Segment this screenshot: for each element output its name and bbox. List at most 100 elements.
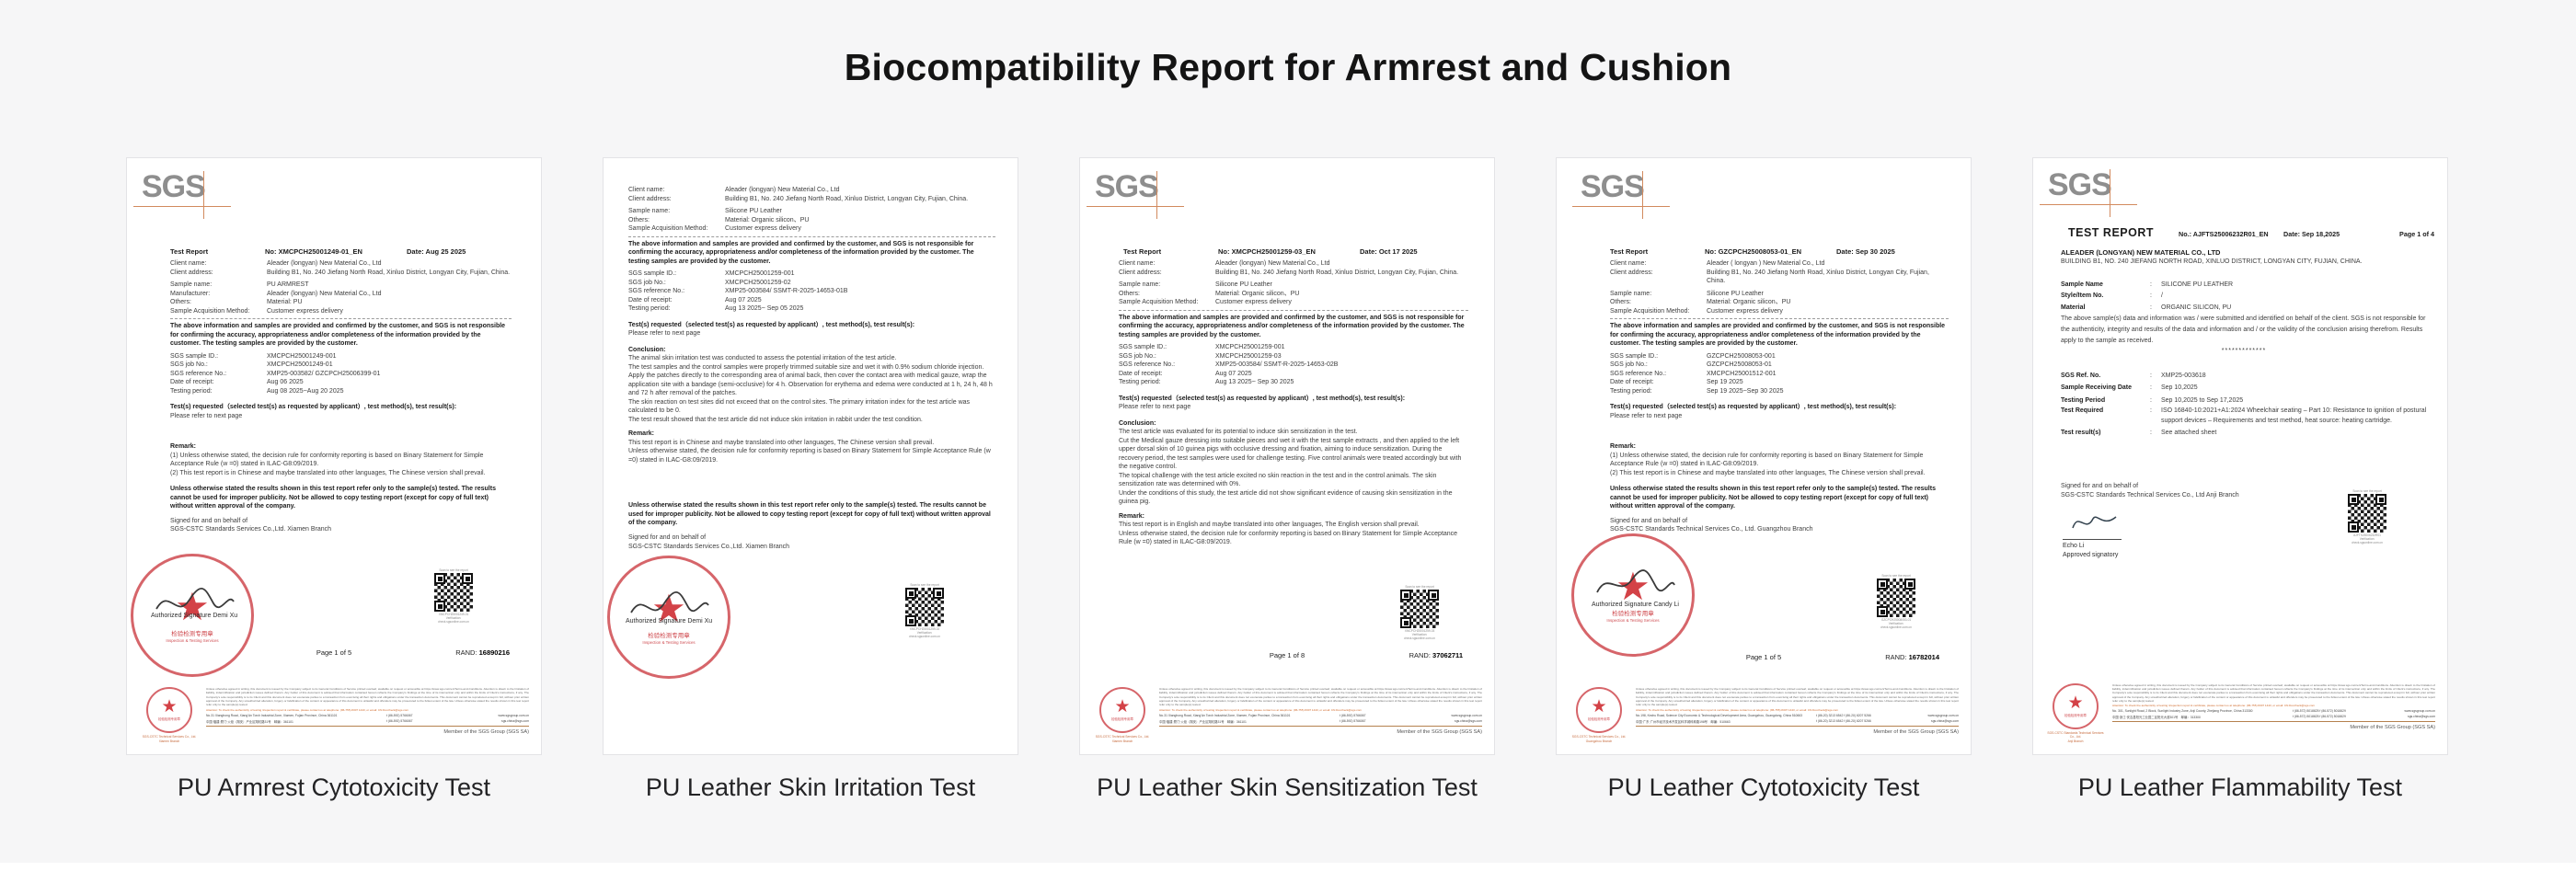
- test-required-value: ISO 16840-10:2021+A1:2024 Wheelchair sea…: [2161, 407, 2427, 424]
- report-no: No: XMCPCH25001259-03_EN: [1218, 247, 1316, 256]
- signature-line: [2063, 539, 2122, 540]
- sgs-logo: SGS: [1087, 171, 1184, 219]
- caption-skin-irritation: PU Leather Skin Irritation Test: [645, 774, 976, 801]
- report-no: No: XMCPCH25001249-01_EN: [265, 247, 362, 256]
- caption-armrest-cytotoxicity: PU Armrest Cytotoxicity Test: [177, 774, 491, 801]
- member-line: Member of the SGS Group (SGS SA): [2350, 725, 2435, 731]
- qr-block: Scan to see the report GZCPCH25008053-01…: [1869, 574, 1923, 630]
- sgs-logo: SGS: [2040, 169, 2137, 217]
- footer-stamp: ★ 检验检测专用章: [146, 687, 192, 734]
- customer-disclaimer: The above information and samples are pr…: [170, 323, 506, 348]
- qr-block: Scan to see the report AJFTS25006232R01 …: [2340, 489, 2394, 545]
- qr-code: [2348, 494, 2386, 533]
- footer-legal: Unless otherwise agreed in writing, this…: [206, 687, 529, 707]
- report-body: Client name: Aleader (longyan) New Materi…: [628, 186, 995, 576]
- results-notice: Unless otherwise stated the results show…: [628, 502, 991, 527]
- qr-number: XMCPCH25001259-02: [909, 627, 940, 632]
- tests-requested-value: Please refer to next page: [628, 330, 701, 338]
- rand-number: 16782014: [1908, 653, 1939, 661]
- divider: [1119, 309, 1468, 311]
- caption-leather-cytotoxicity: PU Leather Cytotoxicity Test: [1607, 774, 1920, 801]
- signature-block: Signed for and on behalf of SGS-CSTC Sta…: [2061, 482, 2427, 565]
- qr-number: AJFTS25006232R01: [2353, 533, 2381, 538]
- report-date: Date: Sep 18,2025: [2283, 230, 2340, 238]
- qr-code: [1877, 579, 1915, 618]
- divider: [1610, 318, 1949, 320]
- report-no: No: GZCPCH25008053-01_EN: [1705, 247, 1802, 256]
- qr-block: Scan to see the report XMCPCH25001259-03…: [1393, 585, 1446, 641]
- tests-requested-label: Test(s) requested（selected test(s) as re…: [628, 321, 915, 328]
- signed-company: SGS-CSTC Standards Services Co.,Ltd. Xia…: [170, 526, 332, 533]
- member-line: Member of the SGS Group (SGS SA): [443, 728, 529, 735]
- report-footer: ★ 检验检测专用章 SGS-CSTC Technical Services Co.…: [1095, 687, 1482, 743]
- page-title: Biocompatibility Report for Armrest and …: [844, 46, 1732, 88]
- handwritten-signature: [630, 591, 709, 613]
- footer-stamp: ★ 检验检测专用章: [1099, 687, 1145, 734]
- footer-attention: Attention: To check the authenticity of …: [206, 707, 408, 712]
- report-date: Date: Oct 17 2025: [1360, 247, 1418, 256]
- report-footer: ★ 检验检测专用章 SGS-CSTC Standards Technical Se…: [2047, 682, 2435, 743]
- qr-number: XMCPCH25001259-03: [1404, 629, 1435, 634]
- footer-legal: Unless otherwise agreed in writing, this…: [1636, 687, 1959, 707]
- sgs-logo: SGS: [1572, 171, 1670, 219]
- qr-number: GZCPCH25008053-01: [1880, 618, 1912, 623]
- tests-requested-label: Test(s) requested（selected test(s) as re…: [1119, 395, 1406, 402]
- authorized-signature-line: Authorized Signature Demi Xu: [626, 618, 713, 625]
- tests-requested-value: Please refer to next page: [1119, 404, 1191, 411]
- report-header: Test Report No: GZCPCH25008053-01_EN Dat…: [1610, 247, 1945, 256]
- footer-legal: Unless otherwise agreed in writing, this…: [1159, 687, 1482, 707]
- tests-requested-value: Please refer to next page: [170, 412, 243, 419]
- footer-stamp: ★ 检验检测专用章: [1576, 687, 1622, 734]
- authorized-signature-line: Authorized Signature Candy Li: [1592, 602, 1679, 608]
- qr-block: Scan to see the report XMCPCH25001249-01…: [427, 568, 480, 625]
- divider: [170, 318, 512, 320]
- footer-attention: Attention: To check the authenticity of …: [1159, 707, 1362, 712]
- handwritten-signature: [155, 588, 235, 610]
- caption-skin-sensitization: PU Leather Skin Sensitization Test: [1097, 774, 1478, 801]
- red-stamp: ★ 检验检测专用章 Inspection & Testing Services: [1571, 533, 1695, 657]
- divider: [628, 235, 995, 237]
- report-no: No.: AJFTS25006232R01_EN: [2179, 230, 2269, 238]
- signatory-title: Approved signatory: [2063, 552, 2119, 558]
- certificate-card-cytotoxicity-leather[interactable]: SGS Test Report No: GZCPCH25008053-01_EN…: [1556, 157, 1972, 755]
- results-notice: Unless otherwise stated the results show…: [170, 486, 496, 510]
- signed-company: SGS-CSTC Standards Technical Services Co…: [1610, 526, 1813, 533]
- certificate-card-skin-sensitization[interactable]: SGS Test Report No: XMCPCH25001259-03_EN…: [1079, 157, 1495, 755]
- certificate-card-flammability[interactable]: SGS TEST REPORT No.: AJFTS25006232R01_EN…: [2032, 157, 2448, 755]
- red-stamp: ★ 检验检测专用章 Inspection & Testing Services: [131, 554, 254, 677]
- tests-requested-value: Please refer to next page: [1610, 412, 1683, 419]
- bottom-white-strip: [0, 863, 2576, 871]
- certificate-card-skin-irritation[interactable]: Client name: Aleader (longyan) New Materi…: [603, 157, 1018, 755]
- sample-disclaimer: The above sample(s) data and information…: [2061, 315, 2426, 345]
- footer-attention: Attention: To check the authenticity of …: [1636, 707, 1838, 712]
- qr-code: [434, 573, 473, 613]
- qr-code: [905, 588, 944, 627]
- report-footer: ★ 检验检测专用章 SGS-CSTC Technical Services Co.…: [142, 687, 529, 743]
- report-date: Date: Aug 25 2025: [407, 247, 466, 256]
- customer-disclaimer: The above information and samples are pr…: [1119, 314, 1465, 338]
- member-line: Member of the SGS Group (SGS SA): [1873, 728, 1959, 735]
- sgs-logo: SGS: [133, 171, 231, 219]
- report-body-ids: SGS Ref. No.: XMP25-003618 Sample Receivi…: [2061, 372, 2427, 436]
- customer-disclaimer: The above information and samples are pr…: [628, 240, 974, 265]
- tests-requested-label: Test(s) requested（selected test(s) as re…: [170, 404, 457, 411]
- red-stamp: ★ 检验检测专用章 Inspection & Testing Services: [607, 556, 730, 679]
- separator-stars: *************: [2221, 348, 2267, 355]
- rand-number: 16890216: [478, 648, 510, 657]
- report-date: Date: Sep 30 2025: [1836, 247, 1895, 256]
- conclusion-text: The test article was evaluated for its p…: [1119, 429, 1462, 506]
- certificate-card-cytotoxicity-armrest[interactable]: SGS Test Report No: XMCPCH25001249-01_EN…: [126, 157, 542, 755]
- qr-code: [1400, 590, 1439, 629]
- footer-attention: Attention: To check the authenticity of …: [2112, 704, 2315, 708]
- client-company: ALEADER (LONGYAN) NEW MATERIAL CO., LTD: [2061, 248, 2221, 257]
- rand-number: 37062711: [1432, 651, 1463, 659]
- report-footer: ★ 检验检测专用章 SGS-CSTC Technical Services Co.…: [1571, 687, 1959, 743]
- conclusion-text: The animal skin irritation test was cond…: [628, 355, 993, 423]
- report-header: Test Report No: XMCPCH25001259-03_EN Dat…: [1123, 247, 1468, 256]
- signed-company: SGS-CSTC Standards Services Co.,Ltd. Xia…: [628, 543, 790, 550]
- report-header: Test Report No: XMCPCH25001249-01_EN Dat…: [170, 247, 515, 256]
- remark-text: (1) Unless otherwise stated, the decisio…: [170, 452, 486, 476]
- report-body-top: ALEADER (LONGYAN) NEW MATERIAL CO., LTD …: [2061, 248, 2426, 355]
- customer-disclaimer: The above information and samples are pr…: [1610, 323, 1946, 348]
- page-number: Page 1 of 5: [316, 648, 352, 657]
